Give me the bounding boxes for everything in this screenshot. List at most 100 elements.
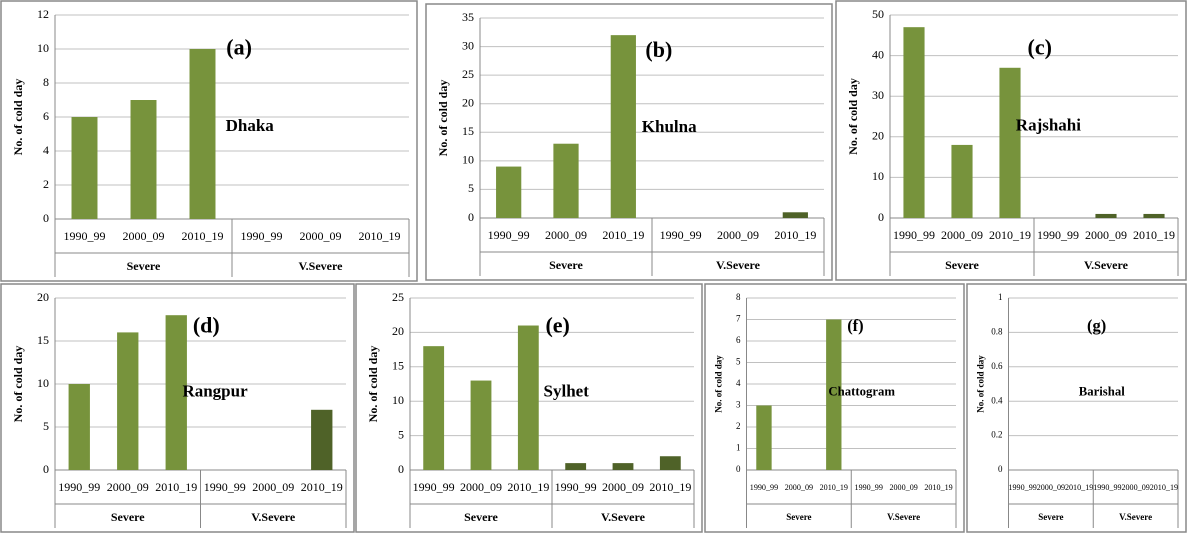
region-label: Rajshahi [1016, 116, 1081, 135]
region-label: Rangpur [182, 382, 248, 401]
x-tick-label: 2000_09 [252, 480, 294, 494]
x-tick-label: 1990_99 [1008, 483, 1036, 492]
x-tick-label: 2000_09 [717, 228, 759, 242]
x-tick-label: 2010_19 [182, 229, 224, 243]
y-axis-label: No. of cold day [436, 80, 450, 157]
x-tick-label: 2010_19 [820, 483, 848, 492]
bar [470, 380, 492, 470]
x-tick-label: 2000_09 [785, 483, 813, 492]
x-tick-label: 2000_09 [889, 483, 917, 492]
x-tick-label: 2010_19 [1065, 483, 1093, 492]
x-tick-label: 1990_99 [555, 480, 597, 494]
panel-border [0, 283, 355, 533]
y-tick-label: 6 [43, 109, 49, 123]
y-tick-label: 1 [736, 443, 741, 453]
x-tick-label: 1990_99 [64, 229, 106, 243]
y-tick-label: 15 [392, 359, 404, 373]
x-tick-label: 1990_99 [413, 480, 455, 494]
bar [782, 212, 808, 218]
x-tick-label: 2010_19 [989, 228, 1031, 242]
panel-border [835, 0, 1187, 281]
panel-border [355, 283, 703, 533]
x-tick-label: 2010_19 [155, 480, 197, 494]
bar [999, 67, 1021, 218]
bar [311, 409, 333, 470]
y-tick-label: 0.4 [991, 395, 1003, 405]
x-tick-label: 2000_09 [1085, 228, 1127, 242]
x-tick-label: 1990_99 [1093, 483, 1121, 492]
bar [189, 49, 216, 219]
x-tick-label: 2000_09 [941, 228, 983, 242]
x-tick-label: 1990_99 [750, 483, 778, 492]
y-tick-label: 0 [998, 464, 1003, 474]
bar [71, 117, 98, 219]
y-tick-label: 10 [37, 376, 49, 390]
y-tick-label: 10 [462, 153, 474, 167]
group-label: Severe [549, 258, 583, 272]
panel-label: (f) [847, 316, 863, 335]
bar [423, 346, 445, 470]
group-label: Severe [786, 512, 811, 522]
group-label: Severe [945, 258, 979, 272]
y-tick-label: 5 [736, 357, 741, 367]
bar [756, 405, 772, 470]
y-axis-label: No. of cold day [11, 79, 25, 156]
y-tick-label: 8 [43, 75, 49, 89]
panel-border [966, 283, 1187, 533]
x-tick-label: 2000_09 [1121, 483, 1149, 492]
y-tick-label: 25 [392, 290, 404, 304]
y-tick-label: 1 [998, 292, 1003, 302]
y-tick-label: 5 [398, 427, 404, 441]
y-tick-label: 10 [37, 41, 49, 55]
x-tick-label: 2010_19 [602, 228, 644, 242]
group-label: V.Severe [887, 512, 920, 522]
x-tick-label: 1990_99 [660, 228, 702, 242]
y-tick-label: 8 [736, 292, 741, 302]
group-label: Severe [1038, 512, 1063, 522]
x-tick-label: 2010_19 [1133, 228, 1175, 242]
bar [496, 166, 522, 218]
bar [68, 384, 90, 470]
y-axis-label: No. of cold day [11, 346, 25, 423]
y-tick-label: 6 [736, 335, 741, 345]
y-tick-label: 50 [872, 7, 884, 21]
panel-label: (c) [1028, 35, 1052, 60]
x-tick-label: 2010_19 [649, 480, 691, 494]
y-axis-label: No. of cold day [846, 78, 860, 155]
y-tick-label: 20 [37, 290, 49, 304]
x-tick-label: 2010_19 [774, 228, 816, 242]
group-label: V.Severe [1119, 512, 1152, 522]
x-tick-label: 1990_99 [488, 228, 530, 242]
y-tick-label: 10 [872, 169, 884, 183]
x-tick-label: 1990_99 [241, 229, 283, 243]
x-tick-label: 2000_09 [123, 229, 165, 243]
y-tick-label: 0 [43, 211, 49, 225]
panel-label: (b) [645, 37, 672, 62]
y-tick-label: 0 [468, 210, 474, 224]
bar [517, 325, 539, 470]
y-tick-label: 0 [878, 210, 884, 224]
y-tick-label: 5 [43, 419, 49, 433]
y-tick-label: 3 [736, 400, 741, 410]
group-label: Severe [464, 510, 498, 524]
x-tick-label: 2000_09 [545, 228, 587, 242]
y-tick-label: 0 [43, 462, 49, 476]
group-label: V.Severe [716, 258, 761, 272]
region-label: Barishal [1079, 385, 1126, 399]
region-label: Chattogram [828, 385, 895, 399]
x-tick-label: 1990_99 [204, 480, 246, 494]
group-label: V.Severe [251, 510, 296, 524]
bar [553, 143, 579, 218]
x-tick-label: 2000_09 [1037, 483, 1065, 492]
y-tick-label: 0.2 [991, 430, 1002, 440]
y-tick-label: 10 [392, 393, 404, 407]
y-tick-label: 35 [462, 10, 474, 24]
panel-label: (a) [226, 35, 252, 60]
bar [659, 456, 681, 470]
bar [130, 100, 157, 219]
x-tick-label: 2010_19 [1150, 483, 1178, 492]
y-tick-label: 30 [462, 38, 474, 52]
group-label: V.Severe [601, 510, 646, 524]
y-tick-label: 40 [872, 47, 884, 61]
y-tick-label: 0 [398, 462, 404, 476]
